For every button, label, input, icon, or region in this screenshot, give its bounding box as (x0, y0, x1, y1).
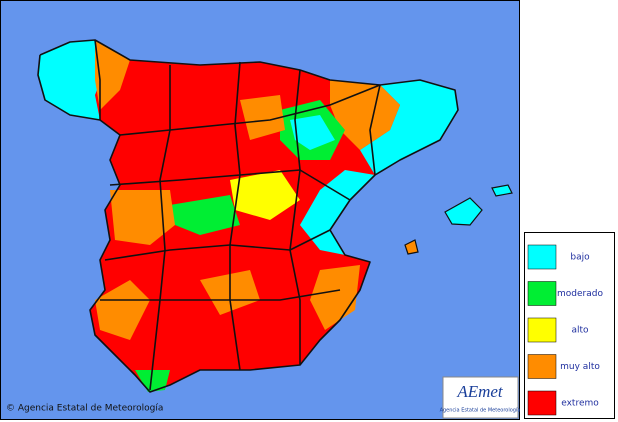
legend: bajo moderado alto muy alto extremo (527, 244, 603, 416)
legend-label: extremo (561, 399, 599, 409)
mainland (38, 40, 458, 392)
legend-label: moderado (557, 289, 603, 299)
legend-swatch (527, 281, 557, 306)
legend-swatch (527, 354, 557, 379)
legend-swatch (527, 317, 557, 343)
legend-label: bajo (570, 253, 590, 263)
legend-label: muy alto (560, 362, 600, 372)
map-frame (0, 0, 520, 420)
legend-swatch (527, 244, 557, 270)
logo-box (442, 376, 519, 419)
logo-name: AEmet (456, 382, 504, 401)
legend-label: alto (571, 326, 589, 336)
legend-swatch (527, 390, 557, 416)
islands (404, 184, 513, 255)
logo-subtitle: Agencia Estatal de Meteorología (440, 407, 521, 414)
copyright: © Agencia Estatal de Meteorología (6, 404, 163, 414)
province-borders (37, 39, 459, 393)
